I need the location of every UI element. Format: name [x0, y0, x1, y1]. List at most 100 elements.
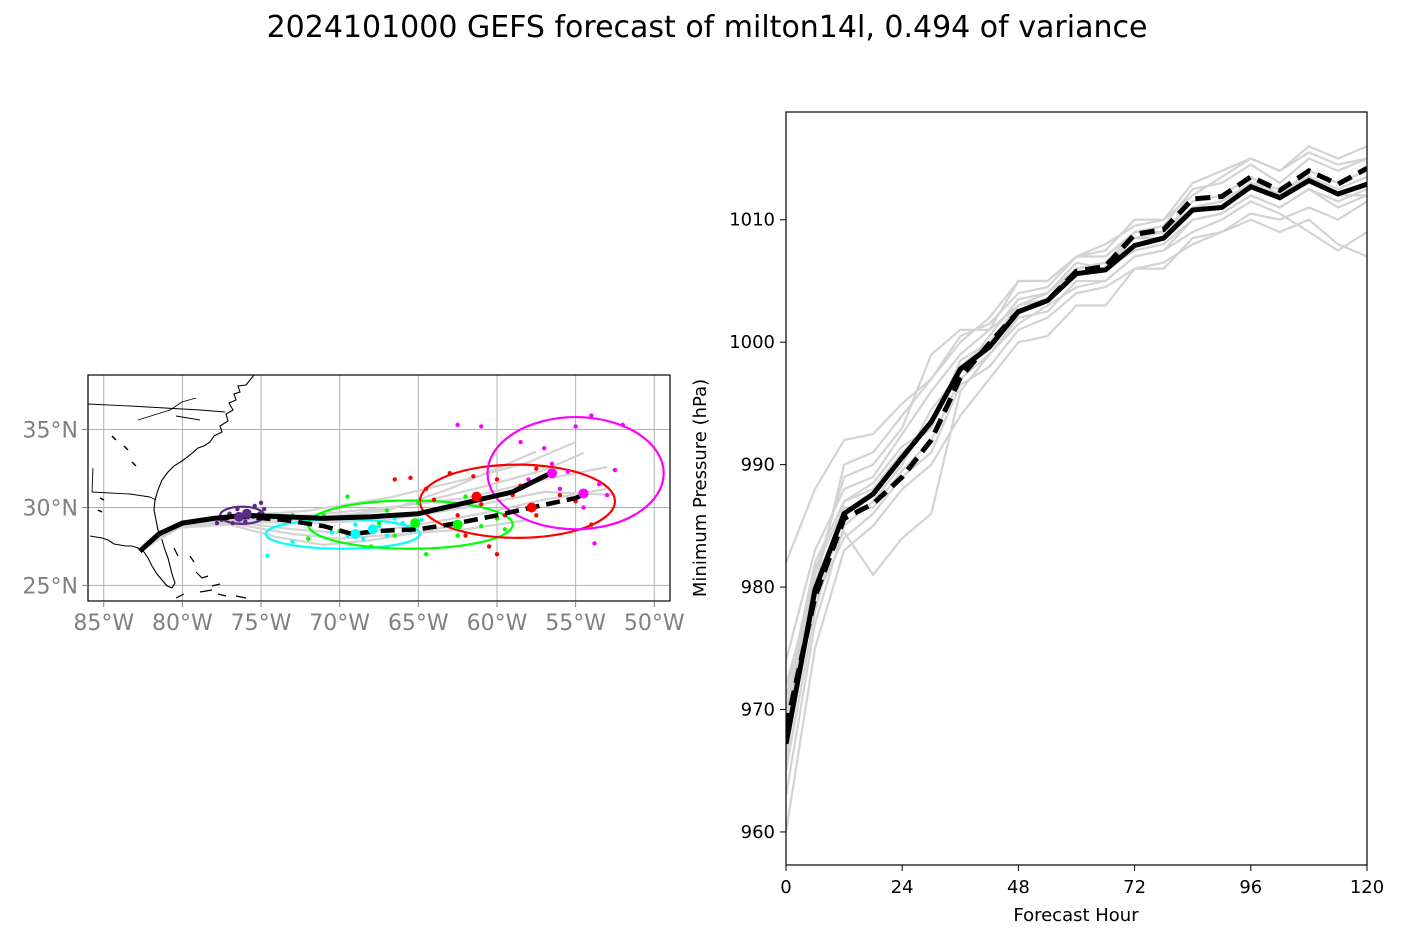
- median-position-marker: [526, 502, 537, 513]
- member-position-dot: [479, 424, 484, 429]
- ytick-label: 990: [741, 455, 775, 476]
- member-position-dot: [235, 506, 240, 512]
- forecast-hour-ticks: 0 24 48 72 96 120: [780, 865, 1384, 898]
- member-position-dot: [408, 475, 413, 481]
- figure-title: 2024101000 GEFS forecast of milton14l, 0…: [266, 10, 1148, 45]
- map-latitude-ticks: 25°N 30°N 35°N: [23, 419, 88, 599]
- member-position-dot: [361, 536, 366, 541]
- member-position-dot: [376, 523, 382, 529]
- mean-position-marker: [547, 468, 558, 479]
- member-position-dot: [541, 446, 547, 451]
- ytick-label: 970: [741, 700, 775, 721]
- xtick-label: 0: [780, 877, 791, 898]
- member-position-dot: [479, 523, 484, 529]
- map-xtick-label: 55°W: [545, 611, 606, 636]
- member-position-dot: [612, 467, 618, 473]
- member-position-dot: [463, 494, 468, 499]
- member-position-dot: [557, 492, 563, 498]
- member-pressure-line: [786, 200, 1367, 686]
- median-pressure-line: [786, 166, 1367, 729]
- member-position-dot: [592, 541, 597, 546]
- member-position-dot: [423, 552, 429, 557]
- xtick-label: 48: [1007, 877, 1030, 898]
- member-position-dot: [384, 508, 390, 513]
- track-map: 85°W 80°W 75°W 70°W 65°W 60°W 55°W 50°W 25°N 30°…: [23, 374, 685, 636]
- member-position-dot: [549, 461, 555, 467]
- member-position-dot: [400, 520, 405, 526]
- mean-position-marker: [241, 508, 252, 519]
- y-axis-label: Minimum Pressure (hPa): [690, 379, 711, 597]
- mean-position-marker: [471, 491, 482, 502]
- member-position-dot: [581, 505, 586, 510]
- ytick-label: 1000: [729, 332, 775, 353]
- pressure-ticks: 960 970 980 990 1000 1010: [729, 210, 786, 843]
- member-pressure-line: [786, 218, 1367, 833]
- x-axis-label: Forecast Hour: [1013, 905, 1139, 926]
- member-position-dot: [597, 481, 602, 487]
- member-position-dot: [573, 424, 578, 429]
- uncertainty-ellipse: [418, 463, 617, 539]
- member-position-dot: [329, 530, 335, 535]
- pressure-chart: 0 24 48 72 96 120 960 970 980 990 1000 1010 Foreca…: [690, 111, 1384, 926]
- member-pressure-line: [786, 187, 1367, 698]
- member-position-dot: [376, 520, 382, 526]
- map-xtick-label: 80°W: [152, 611, 213, 636]
- member-tracks: [139, 440, 615, 553]
- member-position-dot: [486, 544, 492, 549]
- map-frame: [87, 374, 671, 602]
- bermuda-dots: [97, 435, 137, 513]
- member-position-dot: [353, 522, 358, 527]
- member-position-dot: [416, 500, 421, 506]
- map-xtick-label: 70°W: [309, 611, 370, 636]
- member-position-dot: [502, 527, 508, 532]
- member-position-dot: [604, 492, 610, 498]
- xtick-label: 120: [1350, 877, 1384, 898]
- member-position-dot: [423, 486, 429, 491]
- bahamas-cuba: [173, 547, 247, 599]
- member-position-dot: [479, 502, 484, 507]
- member-position-dot: [384, 533, 390, 538]
- member-pressure-line: [786, 151, 1367, 722]
- member-position-dot: [463, 533, 468, 538]
- member-position-dot: [518, 439, 523, 445]
- map-ytick-label: 35°N: [23, 419, 78, 444]
- map-xtick-label: 75°W: [231, 611, 292, 636]
- member-position-dot: [589, 522, 594, 527]
- member-position-dot: [306, 536, 311, 541]
- member-position-dot: [526, 477, 531, 482]
- xtick-label: 24: [891, 877, 914, 898]
- member-position-dot: [455, 513, 460, 518]
- member-position-dot: [392, 477, 397, 482]
- median-position-marker: [578, 488, 589, 499]
- member-position-dot: [214, 520, 220, 526]
- mean-median-pressure-lines: [786, 166, 1367, 745]
- map-xtick-label: 60°W: [467, 611, 528, 636]
- ytick-label: 960: [741, 822, 775, 843]
- map-ytick-label: 25°N: [23, 574, 78, 599]
- mean-track-line: [138, 470, 552, 553]
- member-position-dot: [261, 506, 267, 512]
- member-position-dot: [368, 544, 374, 549]
- map-xtick-label: 85°W: [73, 611, 134, 636]
- map-longitude-ticks: 85°W 80°W 75°W 70°W 65°W 60°W 55°W 50°W: [73, 601, 685, 636]
- pressure-frame: [785, 111, 1368, 866]
- map-xtick-label: 65°W: [388, 611, 449, 636]
- member-position-dot: [345, 494, 350, 499]
- median-position-marker: [350, 528, 361, 539]
- mean-position-marker: [410, 518, 421, 529]
- member-position-dot: [419, 517, 424, 523]
- state-borders: [88, 397, 226, 501]
- uncertainty-ellipse: [486, 415, 665, 531]
- member-position-dot: [447, 470, 452, 476]
- mean-median-tracks: [138, 468, 589, 553]
- ytick-label: 980: [741, 577, 775, 598]
- median-position-marker: [452, 519, 463, 530]
- member-position-dot: [290, 539, 295, 544]
- coastline-east-us: [89, 375, 255, 589]
- member-position-dot: [494, 477, 500, 482]
- member-position-dot: [589, 413, 594, 418]
- member-position-dot: [471, 474, 476, 479]
- member-position-dot: [494, 552, 500, 557]
- member-pressure-line: [786, 187, 1367, 710]
